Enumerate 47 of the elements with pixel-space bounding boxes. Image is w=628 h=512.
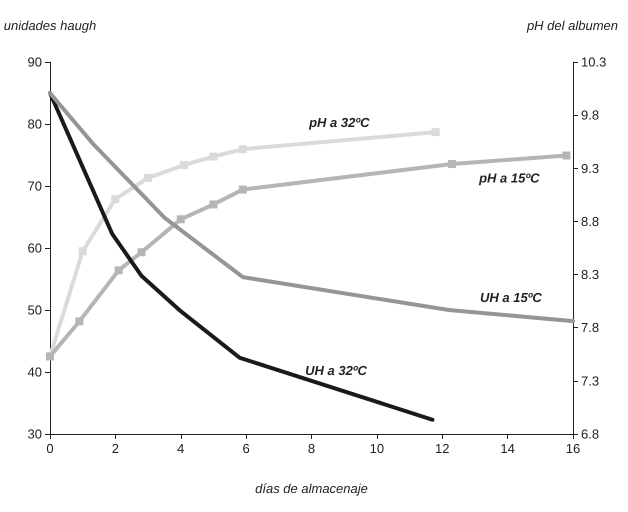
point [176,215,185,224]
y-tick-label: 80 [28,116,42,132]
y2-tick-label: 9.8 [581,108,600,123]
y2-axis-title: pH del albumen [526,18,618,33]
line-series [48,91,575,324]
point [209,152,218,161]
y-tick-label: 60 [28,240,42,256]
point [114,266,123,274]
y2-tick-label: 10.3 [581,54,606,70]
x-tick-label: 16 [566,441,580,456]
point [448,160,456,168]
x-tick-label: 10 [370,441,384,456]
y-tick-label: 30 [28,426,42,442]
point [144,174,152,182]
x-tick-label: 12 [435,441,450,456]
point [75,317,84,326]
x-tick-label: 14 [500,441,515,456]
x-tick-label: 0 [46,441,54,456]
x-tick-label: 8 [308,441,316,456]
point [238,186,247,194]
x-tick-label: 4 [177,441,184,456]
point [180,161,188,170]
point [138,248,146,256]
point [78,247,87,256]
y2-tick-label: 9.3 [581,160,600,176]
point [238,145,247,154]
y-tick-label: 90 [28,54,42,70]
y-axis-title: unidades haugh [4,18,96,33]
y-tick-label: 40 [28,364,42,380]
y2-tick-label: 8.3 [581,267,600,282]
y-tick-label: 70 [28,178,42,194]
series-label: pH a 15ºC [478,170,540,186]
point [209,200,218,208]
series-label: UH a 32ºC [305,363,368,378]
x-axis-title: días de almacenaje [255,481,368,496]
y2-tick-label: 7.3 [581,373,600,388]
series-label: UH a 15ºC [480,290,542,306]
series-label: pH a 32ºC [308,115,370,130]
point [111,195,120,204]
x-tick-label: 6 [242,441,250,456]
y-tick-label: 50 [28,302,42,318]
point [562,152,570,160]
x-tick-label: 2 [112,441,119,456]
y2-tick-label: 7.8 [581,320,600,336]
y2-tick-label: 6.8 [581,426,600,442]
y2-tick-label: 8.8 [581,214,600,229]
point [432,128,440,136]
